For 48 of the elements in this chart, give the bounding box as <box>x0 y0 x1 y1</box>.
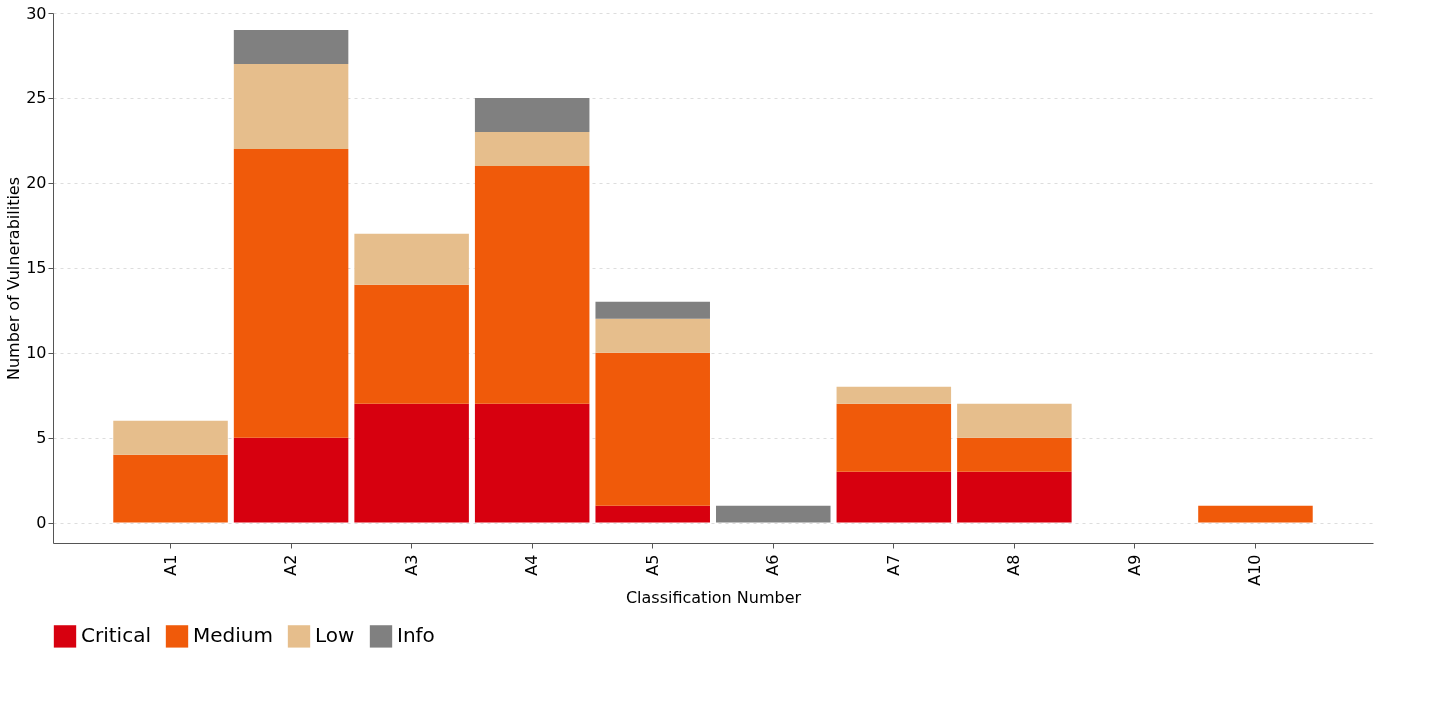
bar <box>113 420 228 455</box>
y-tick-label: 25 <box>26 88 47 108</box>
bar <box>474 131 590 166</box>
bar <box>836 403 952 472</box>
legend-label: Info <box>397 623 435 648</box>
bar <box>1198 505 1313 523</box>
bar <box>957 471 1072 523</box>
bar <box>233 63 349 149</box>
x-tick-label: A5 <box>642 554 662 576</box>
y-tick-label: 15 <box>26 258 47 278</box>
y-tick-label: 20 <box>26 173 47 193</box>
bar <box>113 454 228 523</box>
bar <box>595 301 710 319</box>
bar <box>716 505 831 523</box>
x-axis-title: Classification Number <box>625 587 802 607</box>
x-tick-label: A6 <box>763 554 783 576</box>
y-tick-label: 30 <box>26 3 47 23</box>
y-tick-label: 10 <box>26 343 47 363</box>
x-tick-label: A3 <box>401 554 421 576</box>
legend-label: Low <box>315 623 355 648</box>
y-tick-label: 0 <box>36 513 47 533</box>
bar <box>836 386 952 404</box>
bar <box>233 29 349 64</box>
bar <box>354 284 469 404</box>
bar <box>595 352 710 506</box>
bar <box>233 148 349 438</box>
bar <box>957 437 1072 472</box>
y-tick-label: 5 <box>36 428 47 448</box>
bar <box>595 318 710 353</box>
x-tick-label: A4 <box>522 554 542 576</box>
legend-label: Medium <box>193 623 273 648</box>
bar <box>957 403 1072 438</box>
bar <box>354 233 469 285</box>
bar <box>474 403 590 523</box>
bar <box>595 505 710 523</box>
bar <box>474 165 590 404</box>
legend-label: Critical <box>81 623 151 648</box>
y-axis-title: Number of Vulnerabilities <box>4 176 24 381</box>
x-tick-label: A7 <box>883 554 903 576</box>
bar <box>233 437 349 523</box>
bar <box>474 97 590 132</box>
bar <box>354 403 469 523</box>
x-tick-label: A2 <box>281 554 301 576</box>
x-tick-label: A9 <box>1124 554 1144 576</box>
x-tick-label: A1 <box>160 554 180 576</box>
x-tick-label: A8 <box>1004 554 1024 576</box>
bar <box>836 471 952 523</box>
x-tick-label: A10 <box>1245 554 1265 586</box>
